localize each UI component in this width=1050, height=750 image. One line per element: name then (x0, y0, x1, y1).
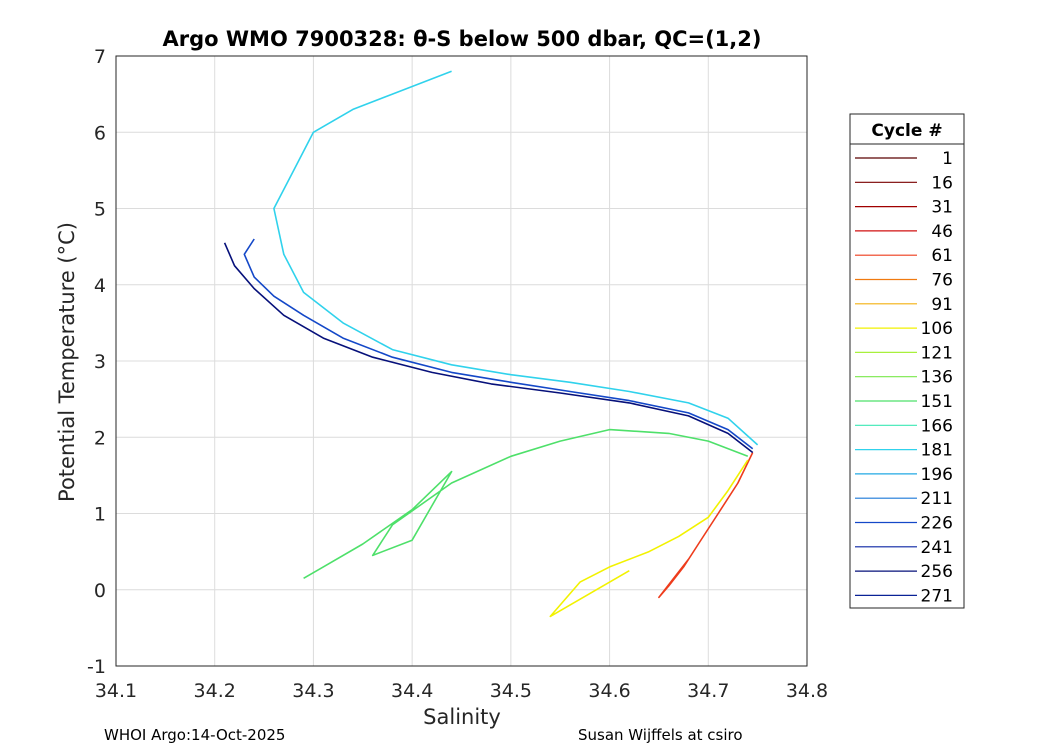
legend-label: 46 (931, 222, 953, 242)
legend-label: 31 (931, 198, 953, 218)
x-tick-label: 34.7 (687, 680, 729, 702)
legend-label: 226 (921, 514, 953, 534)
legend-label: 256 (921, 562, 953, 582)
series-layer (223, 70, 759, 618)
legend-label: 61 (931, 246, 953, 266)
legend-label: 16 (931, 173, 953, 193)
legend-title: Cycle # (871, 121, 942, 141)
y-axis-label: Potential Temperature (°C) (55, 222, 79, 502)
y-tick-labels: -1 0 1 2 3 4 5 6 7 (87, 46, 106, 678)
x-tick-label: 34.3 (292, 680, 334, 702)
legend-label: 76 (931, 271, 953, 291)
legend-label: 106 (921, 319, 953, 339)
y-tick-label: 2 (94, 427, 106, 449)
y-tick-label: -1 (87, 656, 106, 678)
y-tick-label: 7 (94, 46, 106, 68)
legend-label: 136 (921, 368, 953, 388)
legend-label: 271 (921, 586, 953, 606)
legend: Cycle # 11631466176911061211361511661811… (849, 113, 965, 609)
x-tick-label: 34.6 (588, 680, 630, 702)
y-tick-label: 3 (94, 351, 106, 373)
chart-title: Argo WMO 7900328: θ-S below 500 dbar, QC… (163, 27, 762, 51)
series-line (303, 428, 749, 579)
footer-right: Susan Wijffels at csiro (578, 726, 743, 744)
x-axis-label: Salinity (423, 705, 501, 729)
x-tick-label: 34.2 (194, 680, 236, 702)
series-line (549, 459, 749, 618)
legend-label: 151 (921, 392, 953, 412)
footer-left: WHOI Argo:14-Oct-2025 (104, 726, 285, 744)
plot-frame (115, 55, 808, 667)
series-line (658, 452, 754, 599)
series-line (273, 70, 759, 446)
legend-label: 196 (921, 465, 953, 485)
legend-label: 181 (921, 441, 953, 461)
y-tick-label: 1 (94, 504, 106, 526)
legend-label: 91 (931, 295, 953, 315)
y-tick-label: 0 (94, 580, 106, 602)
legend-label: 241 (921, 538, 953, 558)
x-tick-label: 34.1 (95, 680, 137, 702)
x-tick-label: 34.8 (786, 680, 828, 702)
series-line (223, 242, 754, 454)
x-tick-labels: 34.1 34.2 34.3 34.4 34.5 34.6 34.7 34.8 (95, 680, 828, 702)
x-tick-label: 34.4 (391, 680, 433, 702)
legend-label: 211 (921, 489, 953, 509)
y-tick-label: 5 (94, 199, 106, 221)
legend-label: 121 (921, 343, 953, 363)
legend-box (849, 113, 965, 609)
x-tick-label: 34.5 (490, 680, 532, 702)
legend-label: 166 (921, 416, 953, 436)
legend-label: 1 (942, 149, 953, 169)
series-line (243, 238, 754, 450)
y-tick-label: 6 (94, 122, 106, 144)
legend-entries: 1 16 31 46 61 76 91 106 121 136 151 166 181 196 211 226… (855, 149, 953, 606)
y-tick-label: 4 (94, 275, 106, 297)
